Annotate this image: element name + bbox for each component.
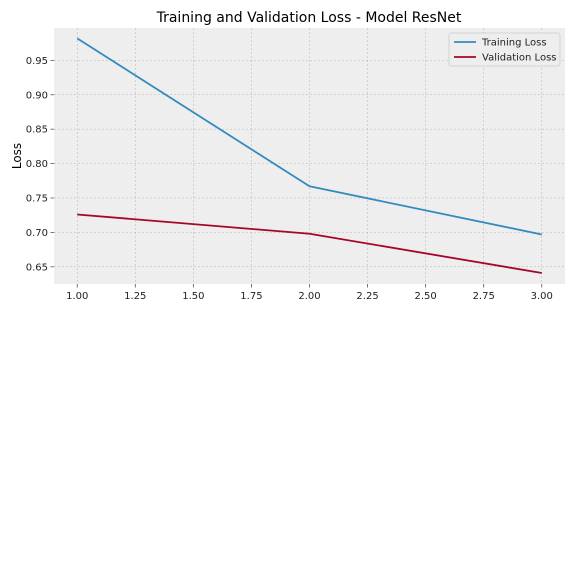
x-tick-label: 3.00 (531, 291, 553, 302)
y-tick-label: 0.95 (26, 56, 48, 67)
legend-label-training: Training Loss (481, 38, 547, 49)
y-tick-label: 0.65 (26, 262, 48, 273)
training-loss-line (76, 37, 542, 236)
y-tick-label: 0.90 (26, 90, 48, 101)
y-tick-label: 0.70 (26, 228, 48, 239)
legend-label-validation: Validation Loss (482, 53, 557, 64)
x-tick-label: 1.25 (124, 291, 146, 302)
x-tick-label: 1.75 (240, 291, 262, 302)
validation-loss-line (77, 213, 542, 274)
y-tick-label: 0.85 (26, 125, 48, 136)
x-tick-label: 2.75 (473, 291, 495, 302)
x-tick-label: 2.50 (415, 291, 437, 302)
y-tick-label: 0.80 (26, 159, 48, 170)
legend-box (448, 32, 561, 67)
y-axis-label: Loss (10, 143, 24, 169)
y-tick-label: 0.75 (26, 193, 48, 204)
x-tick-label: 2.25 (356, 291, 378, 302)
x-axis-ticks: 1.00 1.25 1.50 1.75 2.00 2.25 2.50 2.75 3.00 (66, 284, 553, 302)
x-tick-label: 2.00 (298, 291, 320, 302)
x-tick-label: 1.00 (66, 291, 88, 302)
x-tick-label: 1.50 (182, 291, 204, 302)
y-axis-ticks: 0.65 0.70 0.75 0.80 0.85 0.90 0.95 (26, 56, 54, 273)
chart-title: Training and Validation Loss - Model Res… (156, 10, 462, 26)
series-lines (76, 37, 542, 274)
legend: Training Loss Validation Loss (448, 32, 561, 67)
